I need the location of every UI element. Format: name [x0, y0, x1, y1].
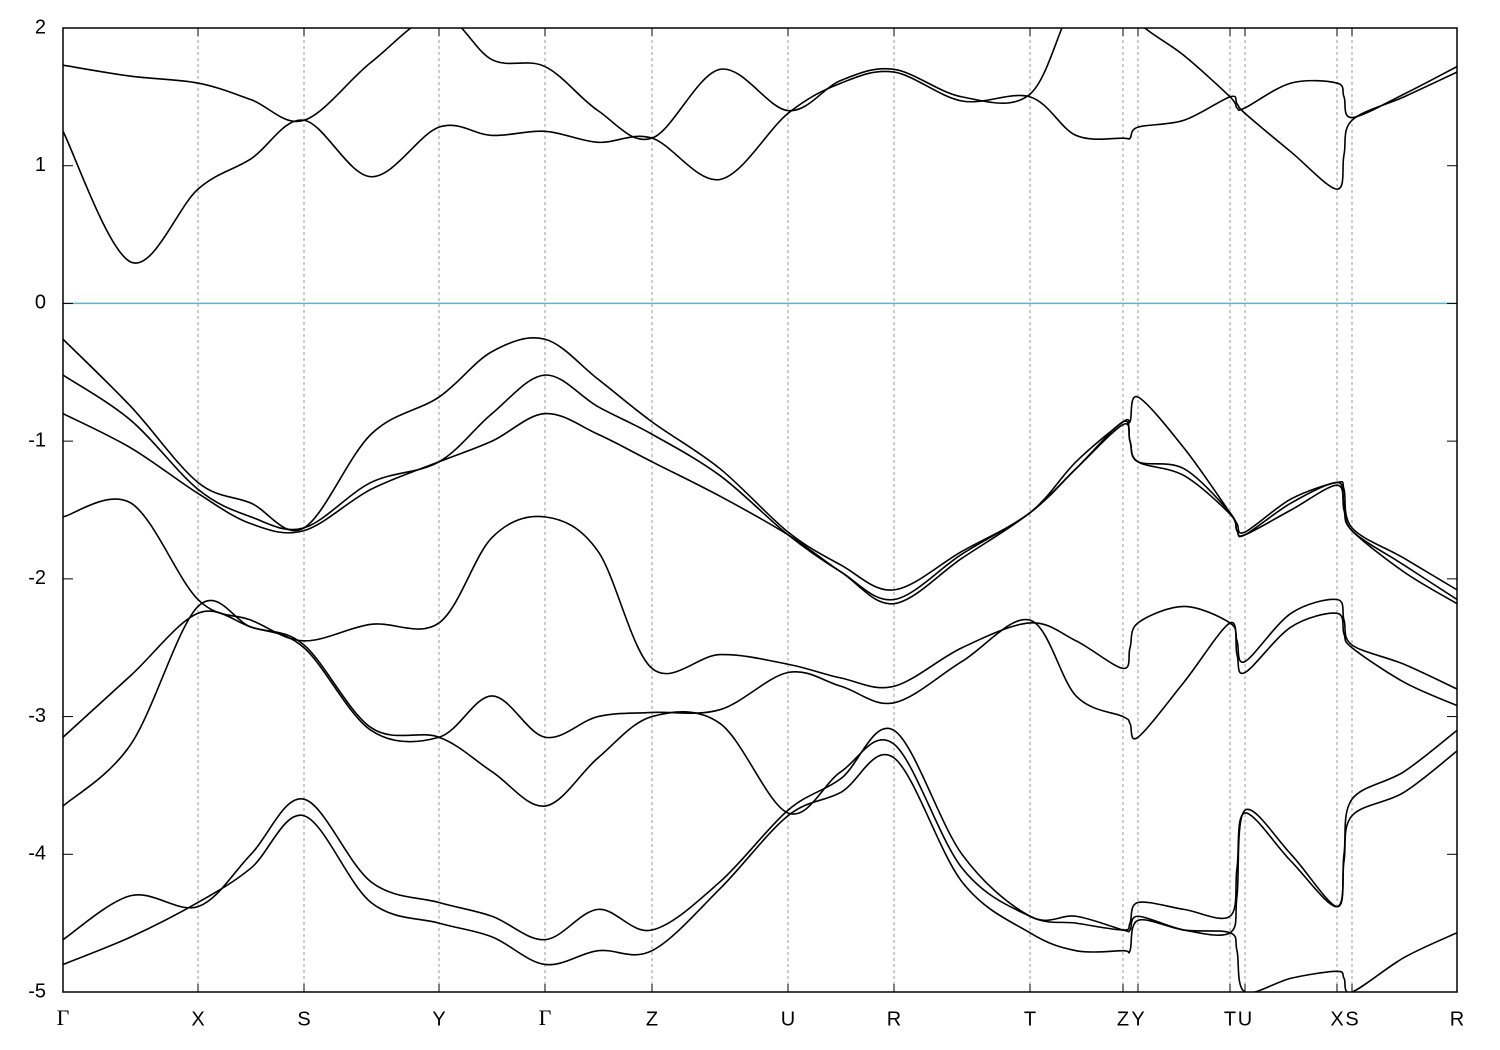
x-tick-label: R	[1450, 1008, 1464, 1030]
band-line	[63, 412, 1457, 605]
band-line	[63, 599, 1457, 931]
x-tick-label: X	[191, 1008, 204, 1030]
band-line	[63, 70, 1457, 264]
band-line	[63, 727, 1457, 941]
y-tick-label: -4	[28, 843, 46, 865]
plot-frame	[62, 27, 1458, 993]
x-tick-label: Γ	[57, 1005, 70, 1030]
x-tick-label: Z	[646, 1008, 658, 1030]
x-tick-label: S	[297, 1008, 310, 1030]
y-tick-label: -1	[28, 429, 46, 451]
x-tick-label: Y	[432, 1008, 445, 1030]
x-tick-label: Y	[1131, 1008, 1144, 1030]
x-tick-label: X	[1330, 1008, 1343, 1030]
x-tick-label: S	[1345, 1008, 1358, 1030]
band-line	[63, 498, 1457, 690]
band-line	[63, 754, 1457, 992]
band-line	[63, 610, 1457, 743]
x-tick-label: T	[1024, 1008, 1036, 1030]
x-tick-label: T	[1224, 1008, 1236, 1030]
x-tick-label: Γ	[539, 1005, 552, 1030]
x-tick-label: Z	[1117, 1008, 1129, 1030]
x-tick-label: U	[1238, 1008, 1252, 1030]
band-line	[63, 337, 1457, 591]
y-tick-label: 0	[35, 292, 46, 314]
band-line	[63, 28, 1457, 141]
x-tick-label: U	[781, 1008, 795, 1030]
y-tick-label: 1	[35, 154, 46, 176]
y-tick-label: -3	[28, 705, 46, 727]
y-tick-label: -2	[28, 567, 46, 589]
y-tick-label: 2	[35, 16, 46, 38]
band-line	[63, 374, 1457, 601]
y-tick-label: -5	[28, 980, 46, 1002]
x-tick-label: R	[887, 1008, 901, 1030]
plot-area	[63, 28, 1457, 992]
